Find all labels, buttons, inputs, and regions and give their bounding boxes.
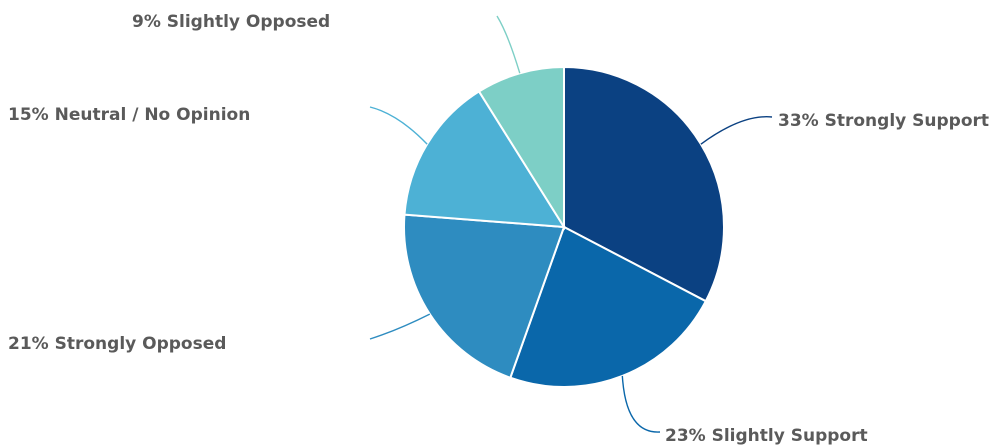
slice-label-neutral-no-opinion: 15% Neutral / No Opinion	[8, 105, 250, 125]
leader-line-slightly-opposed	[496, 15, 521, 74]
leader-line-neutral-no-opinion	[369, 106, 428, 145]
leaders-layer	[369, 15, 773, 433]
leader-line-strongly-support	[700, 116, 773, 145]
labels-layer: 33% Strongly Support 23% Slightly Support…	[8, 12, 989, 446]
slice-label-strongly-support: 33% Strongly Support	[778, 111, 989, 131]
slice-label-slightly-support: 23% Slightly Support	[665, 426, 868, 446]
leader-line-strongly-opposed	[369, 313, 431, 340]
leader-line-slightly-support	[621, 375, 661, 433]
slice-label-strongly-opposed: 21% Strongly Opposed	[8, 334, 226, 354]
pie-slice-strongly-support	[563, 65, 725, 303]
slices-layer	[403, 65, 725, 388]
pie-slice-neutral-no-opinion	[403, 90, 566, 229]
pie-slice-slightly-opposed	[477, 65, 565, 231]
slice-label-slightly-opposed: 9% Slightly Opposed	[132, 12, 330, 32]
